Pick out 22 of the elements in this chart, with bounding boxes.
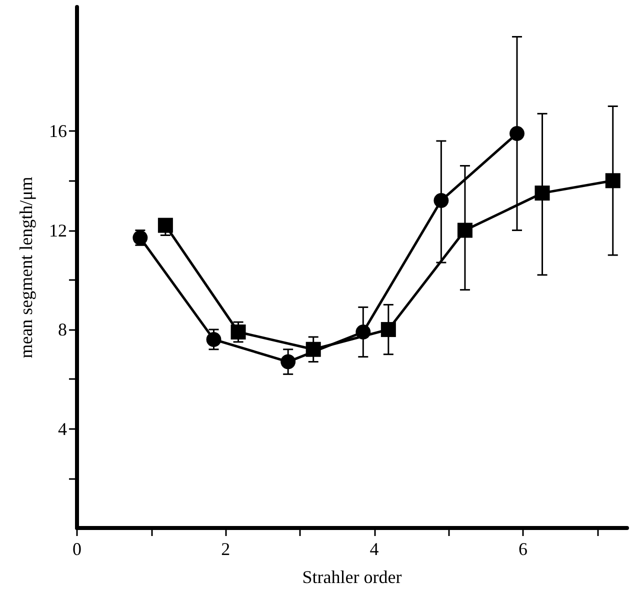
point bbox=[206, 332, 222, 347]
y-tick-label: 16 bbox=[49, 121, 67, 142]
x-tick-label: 6 bbox=[518, 539, 528, 559]
x-axis-title: Strahler order bbox=[302, 567, 402, 587]
point bbox=[457, 222, 472, 238]
point bbox=[356, 324, 371, 340]
point bbox=[510, 126, 524, 142]
point bbox=[230, 324, 246, 340]
point bbox=[605, 173, 620, 188]
x-tick-label: 2 bbox=[221, 539, 230, 559]
point bbox=[380, 322, 396, 338]
point bbox=[158, 218, 173, 233]
point bbox=[306, 342, 321, 357]
y-axis-title: mean segment length/μm bbox=[16, 176, 36, 358]
x-tick-label: 4 bbox=[370, 539, 379, 559]
y-tick-label: 8 bbox=[58, 320, 67, 340]
x-tick-label: 0 bbox=[72, 539, 82, 559]
point bbox=[434, 193, 449, 208]
point bbox=[534, 186, 550, 201]
point bbox=[280, 354, 296, 370]
y-tick-label: 4 bbox=[58, 418, 67, 439]
y-tick-label: 12 bbox=[49, 220, 67, 240]
